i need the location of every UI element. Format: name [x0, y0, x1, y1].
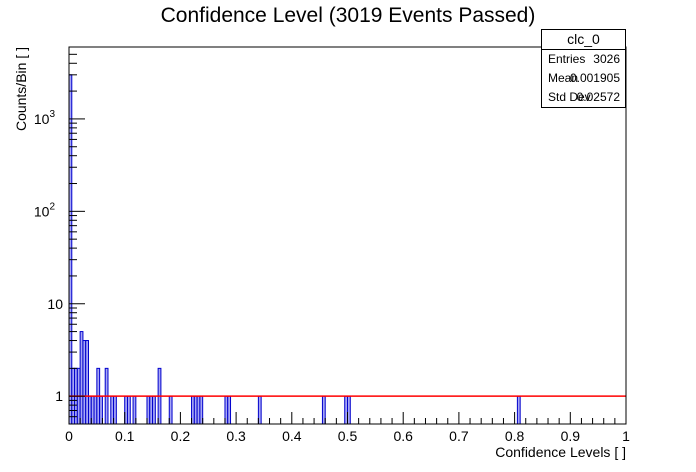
- x-axis: 0 0.1 0.2 0.3 0.4 0.5 0.6 0.7 0.8 0.9 1: [65, 412, 630, 444]
- x-tick-label: 0.6: [393, 428, 413, 444]
- y-tick-label: 103: [34, 109, 56, 127]
- x-tick-label: 0.7: [449, 428, 469, 444]
- histogram-bar: [516, 395, 521, 425]
- stats-row-mean: Mean 0.001905: [542, 69, 625, 88]
- x-tick-label: 1: [622, 428, 630, 444]
- y-tick-label: 1: [55, 388, 63, 404]
- stats-label: Mean: [548, 71, 579, 85]
- y-tick-exponent: 3: [49, 109, 55, 120]
- histogram-bar: [227, 395, 232, 425]
- x-tick-label: 0.1: [115, 428, 135, 444]
- x-tick-label: 0.9: [561, 428, 581, 444]
- stats-label: Std Dev: [548, 90, 591, 104]
- y-tick-label: 10: [47, 296, 63, 312]
- chart-title: Confidence Level (3019 Events Passed): [160, 4, 536, 27]
- histogram-bar: [126, 395, 131, 425]
- y-tick-base: 10: [34, 203, 50, 219]
- stats-box: clc_0 Entries 3026 Mean 0.001905 Std Dev…: [541, 29, 626, 108]
- stats-value: 0.001905: [569, 71, 620, 85]
- x-axis-label: Confidence Levels [ ]: [495, 444, 626, 460]
- y-tick-label: 102: [34, 201, 56, 219]
- x-tick-label: 0.4: [282, 428, 302, 444]
- x-tick-label: 0.5: [338, 428, 358, 444]
- y-tick-exponent: 2: [49, 201, 55, 212]
- x-tick-label: 0.8: [505, 428, 525, 444]
- x-tick-label: 0.3: [226, 428, 246, 444]
- histogram-bar: [152, 395, 156, 425]
- x-tick-label: 0.2: [171, 428, 191, 444]
- stats-label: Entries: [548, 52, 586, 66]
- stats-value: 0.02572: [576, 90, 620, 104]
- stats-row-stddev: Std Dev 0.02572: [542, 88, 625, 107]
- y-tick-base: 10: [34, 111, 50, 127]
- stats-box-title: clc_0: [542, 30, 625, 50]
- stats-row-entries: Entries 3026: [542, 50, 625, 69]
- stats-value: 3026: [593, 52, 620, 66]
- y-axis-label: Counts/Bin [ ]: [13, 47, 29, 131]
- x-tick-label: 0: [65, 428, 73, 444]
